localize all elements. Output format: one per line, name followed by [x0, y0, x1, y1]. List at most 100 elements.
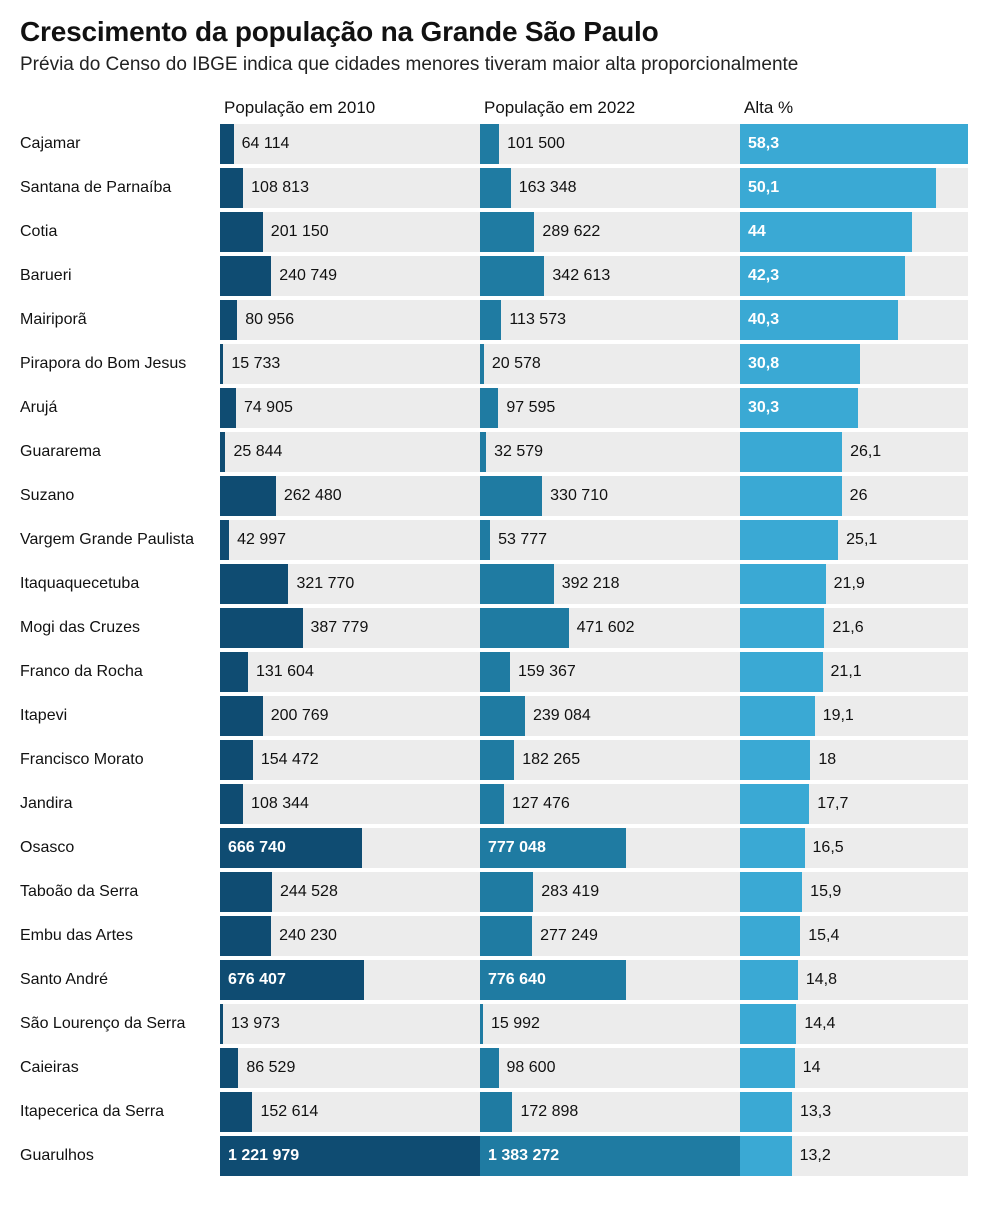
city-label: Barueri — [20, 256, 220, 296]
pop2022-cell: 98 600 — [480, 1048, 740, 1088]
pop2010-value: 200 769 — [263, 696, 337, 736]
pop2022-value: 239 084 — [525, 696, 599, 736]
pop2010-value: 64 114 — [234, 124, 298, 164]
alta-bar — [740, 520, 838, 560]
pop2010-value: 152 614 — [252, 1092, 326, 1132]
pop2022-value: 777 048 — [480, 828, 554, 868]
alta-value: 44 — [740, 212, 774, 252]
pop2010-bar — [220, 212, 263, 252]
pop2022-value: 113 573 — [501, 300, 574, 340]
alta-value: 21,9 — [826, 564, 873, 604]
city-label: Vargem Grande Paulista — [20, 520, 220, 560]
pop2010-bar — [220, 872, 272, 912]
city-label: Embu das Artes — [20, 916, 220, 956]
alta-cell: 14 — [740, 1048, 968, 1088]
pop2022-value: 53 777 — [490, 520, 555, 560]
pop2022-cell: 283 419 — [480, 872, 740, 912]
chart-title: Crescimento da população na Grande São P… — [20, 16, 968, 48]
pop2010-cell: 108 813 — [220, 168, 480, 208]
pop2010-value: 676 407 — [220, 960, 294, 1000]
pop2010-value: 42 997 — [229, 520, 294, 560]
city-label: Itaquaquecetuba — [20, 564, 220, 604]
alta-value: 14 — [795, 1048, 829, 1088]
alta-cell: 21,9 — [740, 564, 968, 604]
alta-cell: 18 — [740, 740, 968, 780]
alta-cell: 17,7 — [740, 784, 968, 824]
pop2022-bar — [480, 652, 510, 692]
city-label: Santo André — [20, 960, 220, 1000]
alta-value: 21,6 — [824, 608, 871, 648]
pop2010-bar — [220, 388, 236, 428]
alta-value: 13,2 — [792, 1136, 839, 1176]
pop2010-cell: 86 529 — [220, 1048, 480, 1088]
pop2022-cell: 53 777 — [480, 520, 740, 560]
pop2022-cell: 15 992 — [480, 1004, 740, 1044]
pop2022-cell: 239 084 — [480, 696, 740, 736]
alta-cell: 21,6 — [740, 608, 968, 648]
pop2022-value: 342 613 — [544, 256, 618, 296]
alta-value: 19,1 — [815, 696, 862, 736]
alta-bar — [740, 696, 815, 736]
alta-cell: 25,1 — [740, 520, 968, 560]
pop2022-value: 127 476 — [504, 784, 578, 824]
pop2022-cell: 97 595 — [480, 388, 740, 428]
pop2022-value: 159 367 — [510, 652, 584, 692]
pop2010-value: 244 528 — [272, 872, 346, 912]
pop2022-cell: 163 348 — [480, 168, 740, 208]
alta-value: 13,3 — [792, 1092, 839, 1132]
pop2022-value: 471 602 — [569, 608, 643, 648]
pop2022-bar — [480, 256, 544, 296]
pop2010-value: 1 221 979 — [220, 1136, 307, 1176]
city-label: Suzano — [20, 476, 220, 516]
alta-cell: 30,8 — [740, 344, 968, 384]
alta-bar — [740, 960, 798, 1000]
pop2022-cell: 277 249 — [480, 916, 740, 956]
pop2022-value: 277 249 — [532, 916, 606, 956]
alta-bar — [740, 872, 802, 912]
pop2010-bar — [220, 564, 288, 604]
pop2022-cell: 159 367 — [480, 652, 740, 692]
alta-bar — [740, 432, 842, 472]
pop2022-cell: 172 898 — [480, 1092, 740, 1132]
pop2022-cell: 1 383 272 — [480, 1136, 740, 1176]
alta-value: 15,4 — [800, 916, 847, 956]
pop2022-value: 98 600 — [499, 1048, 564, 1088]
alta-bar — [740, 608, 824, 648]
pop2010-bar — [220, 476, 276, 516]
pop2022-cell: 471 602 — [480, 608, 740, 648]
alta-bar — [740, 1136, 792, 1176]
pop2010-cell: 201 150 — [220, 212, 480, 252]
pop2022-value: 1 383 272 — [480, 1136, 567, 1176]
alta-value: 30,3 — [740, 388, 787, 428]
alta-value: 26 — [842, 476, 876, 516]
pop2010-cell: 80 956 — [220, 300, 480, 340]
alta-cell: 13,3 — [740, 1092, 968, 1132]
alta-value: 14,8 — [798, 960, 845, 1000]
city-label: Franco da Rocha — [20, 652, 220, 692]
pop2010-bar — [220, 300, 237, 340]
pop2022-bar — [480, 300, 501, 340]
pop2022-value: 15 992 — [483, 1004, 548, 1044]
alta-value: 42,3 — [740, 256, 787, 296]
pop2010-value: 262 480 — [276, 476, 350, 516]
city-label: São Lourenço da Serra — [20, 1004, 220, 1044]
pop2022-cell: 127 476 — [480, 784, 740, 824]
pop2010-cell: 666 740 — [220, 828, 480, 868]
alta-cell: 30,3 — [740, 388, 968, 428]
pop2010-value: 13 973 — [223, 1004, 288, 1044]
population-table: População em 2010 População em 2022 Alta… — [20, 98, 968, 1180]
alta-cell: 40,3 — [740, 300, 968, 340]
alta-value: 15,9 — [802, 872, 849, 912]
pop2022-bar — [480, 476, 542, 516]
alta-cell: 26,1 — [740, 432, 968, 472]
pop2022-bar — [480, 168, 511, 208]
pop2010-value: 86 529 — [238, 1048, 303, 1088]
pop2022-bar — [480, 520, 490, 560]
alta-cell: 26 — [740, 476, 968, 516]
alta-cell: 16,5 — [740, 828, 968, 868]
pop2022-cell: 101 500 — [480, 124, 740, 164]
col-header-alta: Alta % — [740, 98, 968, 124]
alta-value: 17,7 — [809, 784, 856, 824]
city-label: Osasco — [20, 828, 220, 868]
pop2010-bar — [220, 784, 243, 824]
